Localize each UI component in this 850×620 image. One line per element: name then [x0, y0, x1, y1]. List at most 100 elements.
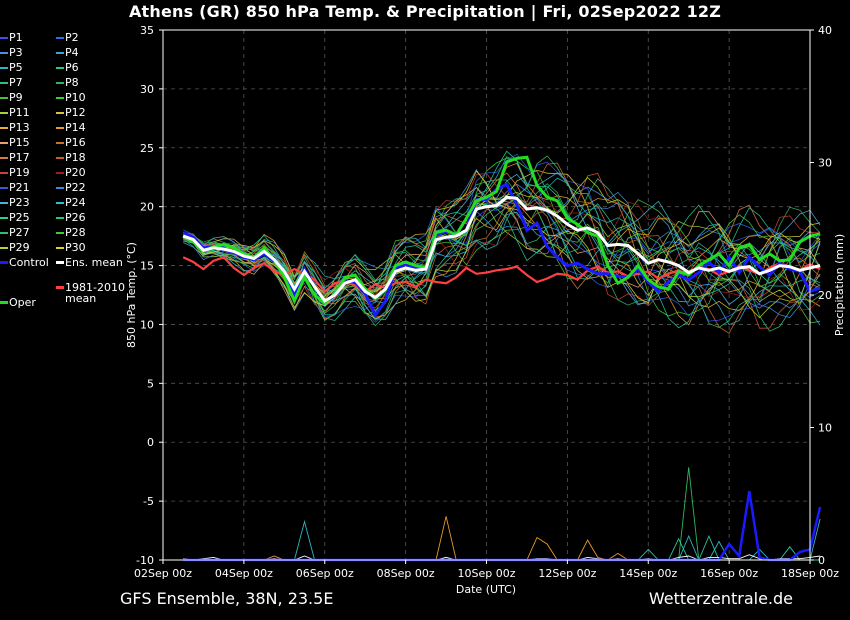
model-label: GFS Ensemble, 38N, 23.5E [120, 589, 334, 608]
legend-label: P10 [65, 91, 86, 104]
member-line-p23 [183, 172, 821, 321]
member-line-p12 [183, 169, 821, 320]
legend-label: P19 [9, 166, 30, 179]
legend-label: P30 [65, 241, 86, 254]
legend: P1 P2 P3 P4 P5 P6 P7 P8 P9 P10 P11 P12 P13 P14 P15 P16 P… [0, 32, 125, 322]
member-line-p2 [183, 198, 821, 308]
legend-swatch [0, 82, 8, 84]
legend-swatch [0, 261, 8, 264]
precip-line-3 [183, 534, 821, 561]
legend-swatch [0, 247, 8, 249]
ens-mean-line [182, 195, 821, 303]
legend-swatch [56, 37, 64, 39]
legend-swatch [56, 172, 64, 174]
legend-label: P16 [65, 136, 86, 149]
legend-swatch [56, 247, 64, 249]
member-line-p29 [183, 177, 821, 319]
axes: -10 -5 0 5 10 15 20 25 30 35 0 10 20 30 40 02Sep 00z 04S… [134, 24, 839, 580]
legend-swatch [0, 217, 8, 219]
legend-swatch [0, 67, 8, 69]
legend-swatch [0, 112, 8, 114]
legend-label: P4 [65, 46, 79, 59]
legend-swatch [0, 301, 8, 304]
legend-swatch [0, 202, 8, 204]
y-tick-label: -5 [143, 495, 154, 508]
y-tick-label: 20 [140, 201, 154, 214]
legend-swatch [0, 157, 8, 159]
member-line-p13 [182, 202, 821, 307]
member-line-p10 [183, 157, 821, 321]
legend-label: P14 [65, 121, 86, 134]
legend-label: Oper [9, 296, 36, 309]
legend-swatch [0, 37, 8, 39]
y-tick-label: -10 [136, 554, 154, 567]
y-tick-label: 5 [147, 377, 154, 390]
y2-tick-label: 10 [818, 422, 832, 435]
y-tick-label: 0 [147, 436, 154, 449]
legend-label: P7 [9, 76, 23, 89]
oper-line [182, 155, 821, 306]
legend-swatch [56, 261, 64, 264]
legend-swatch [56, 67, 64, 69]
legend-label: Control [9, 256, 49, 269]
legend-swatch [56, 202, 64, 204]
main-series [182, 155, 821, 318]
x-tick-label: 14Sep 00z [619, 567, 677, 580]
y-tick-label: 10 [140, 318, 154, 331]
legend-label: P22 [65, 181, 86, 194]
legend-label: P5 [9, 61, 23, 74]
y2-tick-label: 0 [818, 554, 825, 567]
site-label: Wetterzentrale.de [648, 589, 793, 608]
x-tick-label: 06Sep 00z [296, 567, 354, 580]
x-axis-label: Date (UTC) [456, 583, 516, 596]
y-tick-label: 25 [140, 142, 154, 155]
member-line-p30 [183, 170, 821, 309]
member-line-p15 [183, 186, 821, 311]
legend-label: P17 [9, 151, 30, 164]
y-tick-label: 35 [140, 24, 154, 37]
member-line-p26 [183, 203, 821, 306]
legend-label: P20 [65, 166, 86, 179]
legend-swatch [0, 172, 8, 174]
legend-label: P9 [9, 91, 23, 104]
y2-axis-label: Precipitation (mm) [833, 234, 846, 336]
legend-swatch [56, 112, 64, 114]
x-tick-label: 10Sep 00z [458, 567, 516, 580]
legend-swatch [0, 232, 8, 234]
legend-label: P11 [9, 106, 30, 119]
grid [163, 30, 810, 560]
legend-label: P23 [9, 196, 30, 209]
legend-label: P26 [65, 211, 86, 224]
y2-tick-label: 30 [818, 157, 832, 170]
legend-label: P25 [9, 211, 30, 224]
legend-label: P1 [9, 31, 23, 44]
legend-label: P8 [65, 76, 79, 89]
legend-swatch [56, 127, 64, 129]
clim-mean-line [182, 256, 821, 294]
legend-swatch [56, 286, 64, 289]
precip-line-2 [183, 467, 821, 561]
x-tick-label: 02Sep 00z [134, 567, 192, 580]
legend-swatch [56, 187, 64, 189]
x-tick-label: 04Sep 00z [215, 567, 273, 580]
legend-swatch [56, 217, 64, 219]
legend-label: P6 [65, 61, 79, 74]
x-tick-label: 16Sep 00z [700, 567, 758, 580]
precip-line-1 [183, 518, 821, 561]
legend-swatch [56, 157, 64, 159]
legend-swatch [0, 52, 8, 54]
precip-series [183, 467, 822, 562]
legend-label: P2 [65, 31, 79, 44]
chart-title: Athens (GR) 850 hPa Temp. & Precipitatio… [128, 2, 722, 21]
legend-swatch [56, 52, 64, 54]
legend-swatch [56, 82, 64, 84]
member-line-p25 [183, 150, 821, 329]
x-tick-label: 08Sep 00z [377, 567, 435, 580]
legend-label: P3 [9, 46, 23, 59]
legend-label: 1981-2010 mean [65, 281, 125, 305]
legend-label: P27 [9, 226, 30, 239]
legend-label: Ens. mean [65, 256, 123, 269]
member-line-p11 [183, 202, 821, 304]
legend-label: P12 [65, 106, 86, 119]
